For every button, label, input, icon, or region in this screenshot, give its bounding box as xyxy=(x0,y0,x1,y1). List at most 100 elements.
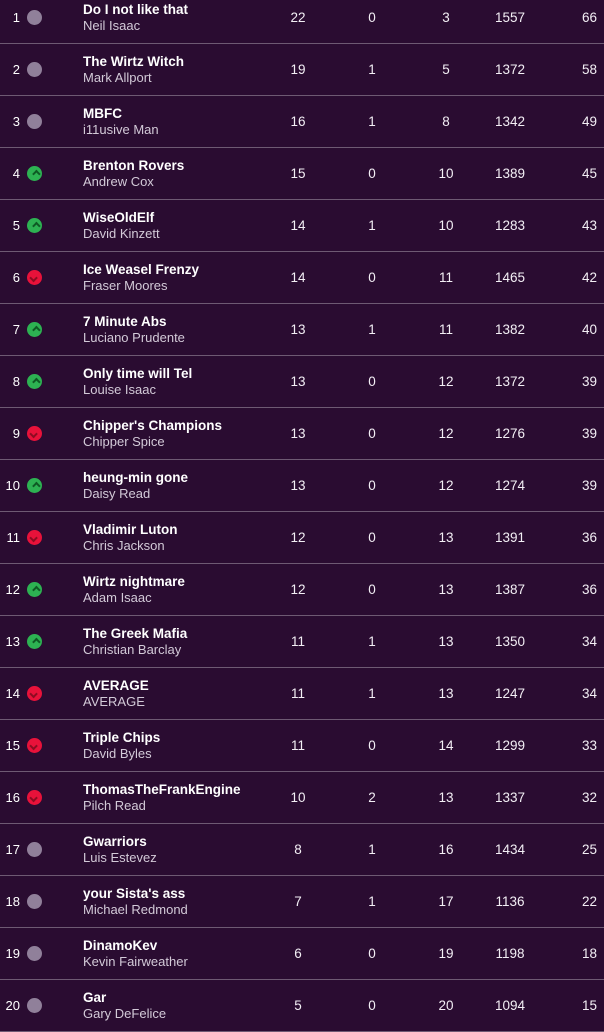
manager-name: AVERAGE xyxy=(83,694,145,709)
manager-name: Christian Barclay xyxy=(83,642,182,657)
table-row[interactable]: 15 Triple Chips David Byles 11 0 14 1299… xyxy=(0,720,604,772)
total-points: 45 xyxy=(581,166,597,181)
won-count: 7 xyxy=(294,894,302,909)
rank-number: 14 xyxy=(5,686,20,701)
team-cell: ThomasTheFrankEngine Pilch Read xyxy=(42,781,269,814)
rank-number: 9 xyxy=(12,426,20,441)
lost-count: 8 xyxy=(442,114,450,129)
table-row[interactable]: 1 Do I not like that Neil Isaac 22 0 3 1… xyxy=(0,0,604,44)
points-for: 1389 xyxy=(494,166,526,181)
rank-number: 18 xyxy=(5,894,20,909)
total-points: 39 xyxy=(581,426,597,441)
table-row[interactable]: 18 your Sista's ass Michael Redmond 7 1 … xyxy=(0,876,604,928)
table-row[interactable]: 11 Vladimir Luton Chris Jackson 12 0 13 … xyxy=(0,512,604,564)
total-points: 25 xyxy=(581,842,597,857)
rank-number: 7 xyxy=(12,322,20,337)
lost-count: 12 xyxy=(438,426,454,441)
movement-cell xyxy=(20,478,42,493)
table-row[interactable]: 20 Gar Gary DeFelice 5 0 20 1094 15 xyxy=(0,980,604,1032)
points-for: 1276 xyxy=(494,426,526,441)
table-row[interactable]: 13 The Greek Mafia Christian Barclay 11 … xyxy=(0,616,604,668)
manager-name: Adam Isaac xyxy=(83,590,152,605)
won-count: 14 xyxy=(290,218,306,233)
won-count: 22 xyxy=(290,10,306,25)
team-name: 7 Minute Abs xyxy=(83,314,167,329)
lost-count: 12 xyxy=(438,374,454,389)
total-points: 36 xyxy=(581,530,597,545)
lost-count: 13 xyxy=(438,686,454,701)
total-points: 36 xyxy=(581,582,597,597)
table-row[interactable]: 5 WiseOldElf David Kinzett 14 1 10 1283 … xyxy=(0,200,604,252)
team-name: Chipper's Champions xyxy=(83,418,222,433)
table-row[interactable]: 16 ThomasTheFrankEngine Pilch Read 10 2 … xyxy=(0,772,604,824)
movement-up-icon xyxy=(27,634,42,649)
team-cell: Gwarriors Luis Estevez xyxy=(42,833,269,866)
movement-same-icon xyxy=(27,10,42,25)
movement-down-icon xyxy=(27,426,42,441)
won-count: 15 xyxy=(290,166,306,181)
lost-count: 10 xyxy=(438,166,454,181)
won-count: 11 xyxy=(290,738,305,753)
team-cell: AVERAGE AVERAGE xyxy=(42,677,269,710)
won-count: 11 xyxy=(290,634,305,649)
table-row[interactable]: 2 The Wirtz Witch Mark Allport 19 1 5 13… xyxy=(0,44,604,96)
movement-down-icon xyxy=(27,530,42,545)
lost-count: 13 xyxy=(438,530,454,545)
movement-up-icon xyxy=(27,478,42,493)
table-row[interactable]: 6 Ice Weasel Frenzy Fraser Moores 14 0 1… xyxy=(0,252,604,304)
team-cell: MBFC i11usive Man xyxy=(42,105,269,138)
table-row[interactable]: 3 MBFC i11usive Man 16 1 8 1342 49 xyxy=(0,96,604,148)
won-count: 8 xyxy=(294,842,302,857)
movement-cell xyxy=(20,946,42,961)
table-row[interactable]: 8 Only time will Tel Louise Isaac 13 0 1… xyxy=(0,356,604,408)
total-points: 43 xyxy=(581,218,597,233)
lost-count: 11 xyxy=(438,322,453,337)
table-row[interactable]: 9 Chipper's Champions Chipper Spice 13 0… xyxy=(0,408,604,460)
won-count: 13 xyxy=(290,374,306,389)
drawn-count: 0 xyxy=(368,582,376,597)
table-row[interactable]: 7 7 Minute Abs Luciano Prudente 13 1 11 … xyxy=(0,304,604,356)
table-row[interactable]: 4 Brenton Rovers Andrew Cox 15 0 10 1389… xyxy=(0,148,604,200)
table-row[interactable]: 12 Wirtz nightmare Adam Isaac 12 0 13 13… xyxy=(0,564,604,616)
lost-count: 12 xyxy=(438,478,454,493)
rank-number: 5 xyxy=(12,218,20,233)
table-row[interactable]: 14 AVERAGE AVERAGE 11 1 13 1247 34 xyxy=(0,668,604,720)
total-points: 66 xyxy=(581,10,597,25)
team-name: Do I not like that xyxy=(83,2,189,17)
movement-same-icon xyxy=(27,946,42,961)
lost-count: 5 xyxy=(442,62,450,77)
won-count: 12 xyxy=(290,582,306,597)
total-points: 49 xyxy=(581,114,597,129)
rank-number: 2 xyxy=(12,62,20,77)
team-cell: Do I not like that Neil Isaac xyxy=(42,1,269,34)
drawn-count: 1 xyxy=(368,322,376,337)
rank-number: 4 xyxy=(12,166,20,181)
drawn-count: 0 xyxy=(368,530,376,545)
team-cell: Only time will Tel Louise Isaac xyxy=(42,365,269,398)
table-row[interactable]: 19 DinamoKev Kevin Fairweather 6 0 19 11… xyxy=(0,928,604,980)
movement-cell xyxy=(20,790,42,805)
total-points: 33 xyxy=(581,738,597,753)
table-row[interactable]: 10 heung-min gone Daisy Read 13 0 12 127… xyxy=(0,460,604,512)
movement-cell xyxy=(20,114,42,129)
movement-cell xyxy=(20,218,42,233)
drawn-count: 0 xyxy=(368,426,376,441)
total-points: 32 xyxy=(581,790,597,805)
team-cell: 7 Minute Abs Luciano Prudente xyxy=(42,313,269,346)
won-count: 13 xyxy=(290,426,306,441)
team-name: Ice Weasel Frenzy xyxy=(83,262,200,277)
team-cell: heung-min gone Daisy Read xyxy=(42,469,269,502)
movement-up-icon xyxy=(27,374,42,389)
points-for: 1274 xyxy=(494,478,526,493)
table-row[interactable]: 17 Gwarriors Luis Estevez 8 1 16 1434 25 xyxy=(0,824,604,876)
movement-cell xyxy=(20,270,42,285)
lost-count: 14 xyxy=(438,738,454,753)
movement-cell xyxy=(20,634,42,649)
rank-number: 20 xyxy=(5,998,20,1013)
won-count: 16 xyxy=(290,114,306,129)
movement-cell xyxy=(20,998,42,1013)
total-points: 15 xyxy=(581,998,597,1013)
manager-name: Louise Isaac xyxy=(83,382,156,397)
points-for: 1387 xyxy=(494,582,526,597)
